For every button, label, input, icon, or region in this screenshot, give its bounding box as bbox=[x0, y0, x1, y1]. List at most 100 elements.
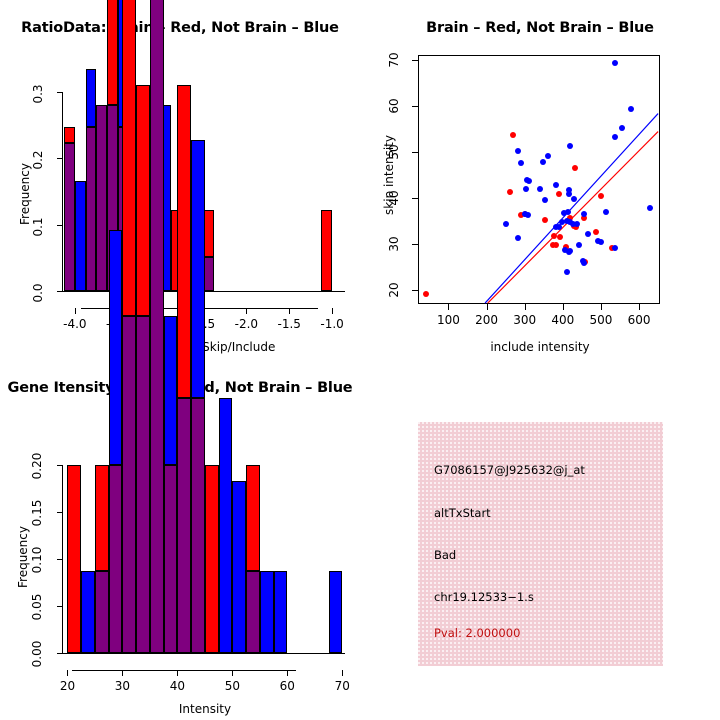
scatter-point bbox=[545, 152, 552, 159]
ratio-x-axis-label: Log2 Ratio Skip/Include bbox=[134, 340, 276, 354]
scatter-point bbox=[597, 193, 604, 200]
histogram-bar bbox=[163, 465, 178, 653]
scatter-y-tick bbox=[412, 105, 418, 107]
hist-x-tick bbox=[67, 670, 69, 676]
histogram-bar bbox=[273, 570, 288, 653]
scatter-x-ticklabel: 300 bbox=[513, 313, 537, 327]
hist-x-tick bbox=[342, 670, 344, 676]
scatter-point bbox=[525, 212, 532, 218]
scatter-point bbox=[517, 159, 524, 166]
scatter-y-ticklabel: 20 bbox=[387, 282, 401, 298]
histogram-bar bbox=[328, 570, 343, 653]
gene-y-ticklabel: 0.00 bbox=[30, 640, 44, 668]
scatter-point bbox=[563, 218, 570, 224]
scatter-point bbox=[555, 191, 562, 198]
histogram-bar bbox=[203, 256, 215, 291]
scatter-point bbox=[580, 210, 587, 217]
panel-ratio-histogram-title: RatioData: Brain – Red, Not Brain – Blue bbox=[21, 20, 339, 36]
gene-info-event-type: altTxStart bbox=[434, 506, 491, 520]
scatter-point bbox=[597, 239, 604, 246]
hist-x-ticklabel: 60 bbox=[279, 679, 295, 693]
scatter-x-ticklabel: 500 bbox=[589, 313, 613, 327]
scatter-point bbox=[564, 269, 570, 276]
gene-info-quality: Bad bbox=[434, 548, 457, 562]
ratio-y-ticklabel: 0.1 bbox=[31, 217, 45, 237]
scatter-point bbox=[515, 147, 522, 154]
ratio-y-tick-0.1 bbox=[57, 225, 63, 226]
histogram-bar bbox=[232, 480, 247, 653]
scatter-point bbox=[574, 220, 581, 227]
scatter-point bbox=[556, 233, 563, 240]
scatter-point bbox=[572, 164, 578, 171]
scatter-point bbox=[540, 159, 546, 166]
scatter-point bbox=[562, 247, 569, 254]
scatter-point bbox=[592, 228, 599, 235]
histogram-bar bbox=[246, 570, 260, 653]
scatter-point bbox=[567, 219, 574, 226]
scatter-point bbox=[525, 178, 532, 185]
scatter-x-ticklabel: 600 bbox=[627, 313, 651, 327]
gene-info-box: G7086157@J925632@j_at altTxStart Bad chr… bbox=[418, 422, 663, 666]
scatter-y-tick bbox=[412, 151, 418, 153]
scatter-point bbox=[602, 208, 609, 215]
gene-info-probe-id: G7086157@J925632@j_at bbox=[434, 463, 585, 477]
hist-x-ticklabel: -1.5 bbox=[277, 317, 301, 331]
hist-x-ticklabel: 70 bbox=[334, 679, 350, 693]
scatter-point bbox=[580, 215, 587, 222]
hist-x-ticklabel: 30 bbox=[114, 679, 131, 693]
scatter-y-tick bbox=[412, 244, 418, 246]
scatter-point bbox=[571, 195, 578, 202]
scatter-y-ticklabel: 30 bbox=[387, 236, 401, 252]
histogram-bar bbox=[259, 570, 274, 653]
hist-x-tick bbox=[332, 308, 334, 314]
gene-y-axis-label: Frequency bbox=[16, 526, 30, 588]
histogram-bar bbox=[107, 0, 118, 105]
ratio-y-tick-0.3 bbox=[57, 92, 63, 93]
histogram-bar bbox=[96, 104, 108, 291]
gene-y-ticklabel: 0.10 bbox=[30, 546, 44, 574]
panel-intensity-scatter: Brain – Red, Not Brain – Blue 20 30 40 50 60… bbox=[360, 0, 720, 360]
scatter-y-tick bbox=[412, 59, 418, 61]
gene-y-tick-0.15 bbox=[57, 512, 63, 513]
histogram-bar bbox=[108, 465, 123, 653]
histogram-bar bbox=[67, 465, 82, 653]
scatter-y-axis-label: skip intensity bbox=[382, 135, 396, 215]
scatter-point bbox=[612, 59, 619, 66]
histogram-bar bbox=[246, 465, 260, 571]
histogram-bar bbox=[177, 85, 192, 399]
gene-y-tick-0.10 bbox=[57, 559, 63, 560]
scatter-point bbox=[552, 223, 559, 230]
histogram-bar bbox=[108, 230, 123, 465]
scatter-point bbox=[502, 221, 509, 228]
gene-y-ticklabel: 0.20 bbox=[30, 452, 44, 480]
scatter-point bbox=[570, 221, 577, 228]
scatter-point bbox=[521, 210, 528, 217]
hist-x-tick bbox=[74, 308, 76, 314]
histogram-bar bbox=[74, 180, 86, 291]
scatter-point bbox=[507, 188, 514, 195]
scatter-y-tick bbox=[412, 290, 418, 292]
histogram-bar bbox=[149, 0, 164, 653]
scatter-x-tick bbox=[600, 304, 602, 310]
scatter-point bbox=[561, 210, 568, 217]
scatter-point bbox=[552, 241, 559, 248]
scatter-point bbox=[552, 182, 559, 189]
scatter-point bbox=[646, 204, 653, 211]
scatter-point bbox=[612, 245, 619, 252]
scatter-point bbox=[576, 242, 583, 249]
histogram-bar bbox=[203, 210, 215, 257]
histogram-bar bbox=[122, 0, 137, 317]
scatter-point bbox=[423, 291, 430, 298]
hist-x-tick bbox=[177, 670, 179, 676]
scatter-point bbox=[565, 190, 572, 197]
gene-info-locus: chr19.12533−1.s bbox=[434, 590, 534, 604]
scatter-x-ticklabel: 100 bbox=[437, 313, 460, 327]
histogram-bar bbox=[64, 142, 75, 291]
scatter-point bbox=[565, 208, 572, 215]
histogram-bar bbox=[122, 316, 137, 653]
scatter-point bbox=[541, 197, 548, 204]
ratio-y-ticklabel: 0.0 bbox=[31, 283, 45, 303]
scatter-x-tick bbox=[524, 304, 526, 310]
hist-x-ticklabel: -1.0 bbox=[320, 317, 344, 331]
